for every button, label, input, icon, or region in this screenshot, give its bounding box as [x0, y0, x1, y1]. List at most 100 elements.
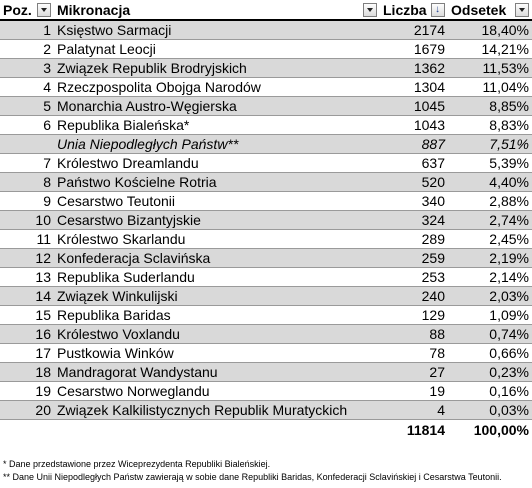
row-name-cell[interactable]: Związek Republik Brodryjskich	[54, 58, 380, 78]
row-pos-cell[interactable]: 12	[0, 248, 54, 268]
row-name-cell[interactable]: Królestwo Skarlandu	[54, 229, 380, 249]
footnote-1: * Dane przedstawione przez Wiceprezydent…	[3, 459, 271, 469]
row-share-cell[interactable]: 2,74%	[448, 210, 532, 230]
row-share-cell[interactable]: 0,66%	[448, 343, 532, 363]
row-share-cell[interactable]: 2,88%	[448, 191, 532, 211]
row-count-cell[interactable]: 19	[380, 381, 448, 401]
filter-dropdown-share-icon[interactable]	[515, 2, 529, 17]
table-row: 10 Cesarstwo Bizantyjskie 324 2,74%	[0, 210, 532, 230]
row-name-cell[interactable]: Księstwo Sarmacji	[54, 20, 380, 40]
row-name-cell[interactable]: Republika Suderlandu	[54, 267, 380, 287]
row-share-cell[interactable]: 8,83%	[448, 115, 532, 135]
row-pos-cell[interactable]: 10	[0, 210, 54, 230]
row-count-cell[interactable]: 1045	[380, 96, 448, 116]
row-pos-cell[interactable]	[0, 134, 54, 154]
row-name-cell[interactable]: Konfederacja Sclavińska	[54, 248, 380, 268]
filter-dropdown-pos-icon[interactable]	[37, 2, 51, 17]
row-share-cell[interactable]: 0,16%	[448, 381, 532, 401]
filter-dropdown-name-icon[interactable]	[363, 2, 377, 17]
row-name-cell[interactable]: Pustkowia Winków	[54, 343, 380, 363]
row-pos-cell[interactable]: 1	[0, 20, 54, 40]
row-count-cell[interactable]: 289	[380, 229, 448, 249]
row-pos-cell[interactable]: 18	[0, 362, 54, 382]
row-share-cell[interactable]: 8,85%	[448, 96, 532, 116]
row-share-cell[interactable]: 2,19%	[448, 248, 532, 268]
row-name-cell[interactable]: Republika Baridas	[54, 305, 380, 325]
row-name-cell[interactable]: Unia Niepodległych Państw**	[54, 134, 380, 154]
row-pos-cell[interactable]: 6	[0, 115, 54, 135]
row-share-cell[interactable]: 0,23%	[448, 362, 532, 382]
row-count-cell[interactable]: 2174	[380, 20, 448, 40]
row-name-cell[interactable]: Królestwo Voxlandu	[54, 324, 380, 344]
row-pos-cell[interactable]: 9	[0, 191, 54, 211]
row-name-cell[interactable]: Państwo Kościelne Rotria	[54, 172, 380, 192]
header-share: Odsetek	[448, 0, 532, 21]
row-count-cell[interactable]: 1362	[380, 58, 448, 78]
totals-share[interactable]: 100,00%	[448, 419, 532, 440]
row-pos-cell[interactable]: 15	[0, 305, 54, 325]
row-name-cell[interactable]: Mandragorat Wandystanu	[54, 362, 380, 382]
totals-name[interactable]	[54, 419, 380, 440]
row-pos-cell[interactable]: 14	[0, 286, 54, 306]
row-pos-cell[interactable]: 13	[0, 267, 54, 287]
row-count-cell[interactable]: 340	[380, 191, 448, 211]
row-pos-cell[interactable]: 3	[0, 58, 54, 78]
row-name-cell[interactable]: Monarchia Austro-Węgierska	[54, 96, 380, 116]
row-share-cell[interactable]: 11,04%	[448, 77, 532, 97]
row-count-cell[interactable]: 887	[380, 134, 448, 154]
row-count-cell[interactable]: 1304	[380, 77, 448, 97]
row-pos-cell[interactable]: 5	[0, 96, 54, 116]
row-count-cell[interactable]: 78	[380, 343, 448, 363]
row-pos-cell[interactable]: 7	[0, 153, 54, 173]
row-pos-cell[interactable]: 2	[0, 39, 54, 59]
row-name-cell[interactable]: Palatynat Leocji	[54, 39, 380, 59]
row-name-cell[interactable]: Cesarstwo Bizantyjskie	[54, 210, 380, 230]
row-count-cell[interactable]: 27	[380, 362, 448, 382]
row-share-cell[interactable]: 2,03%	[448, 286, 532, 306]
row-count-cell[interactable]: 259	[380, 248, 448, 268]
row-name-cell[interactable]: Królestwo Dreamlandu	[54, 153, 380, 173]
header-pos: Poz.	[0, 0, 54, 21]
row-share-cell[interactable]: 2,45%	[448, 229, 532, 249]
row-pos-cell[interactable]: 8	[0, 172, 54, 192]
row-pos-cell[interactable]: 19	[0, 381, 54, 401]
row-count-cell[interactable]: 240	[380, 286, 448, 306]
row-count-cell[interactable]: 637	[380, 153, 448, 173]
row-share-cell[interactable]: 0,03%	[448, 400, 532, 420]
row-pos-cell[interactable]: 11	[0, 229, 54, 249]
row-share-cell[interactable]: 14,21%	[448, 39, 532, 59]
table-row: 3 Związek Republik Brodryjskich 1362 11,53%	[0, 58, 532, 78]
row-share-cell[interactable]: 4,40%	[448, 172, 532, 192]
row-name-cell[interactable]: Związek Winkulijski	[54, 286, 380, 306]
row-share-cell[interactable]: 1,09%	[448, 305, 532, 325]
row-pos-cell[interactable]: 17	[0, 343, 54, 363]
row-count-cell[interactable]: 253	[380, 267, 448, 287]
table-row: 18 Mandragorat Wandystanu 27 0,23%	[0, 362, 532, 382]
table-row: 16 Królestwo Voxlandu 88 0,74%	[0, 324, 532, 344]
row-count-cell[interactable]: 1679	[380, 39, 448, 59]
row-share-cell[interactable]: 0,74%	[448, 324, 532, 344]
row-pos-cell[interactable]: 16	[0, 324, 54, 344]
totals-pos[interactable]	[0, 419, 54, 440]
row-count-cell[interactable]: 1043	[380, 115, 448, 135]
row-share-cell[interactable]: 2,14%	[448, 267, 532, 287]
row-count-cell[interactable]: 88	[380, 324, 448, 344]
row-share-cell[interactable]: 11,53%	[448, 58, 532, 78]
row-name-cell[interactable]: Cesarstwo Norweglandu	[54, 381, 380, 401]
row-name-cell[interactable]: Cesarstwo Teutonii	[54, 191, 380, 211]
header-name-label: Mikronacja	[57, 1, 131, 18]
row-count-cell[interactable]: 324	[380, 210, 448, 230]
row-count-cell[interactable]: 4	[380, 400, 448, 420]
row-count-cell[interactable]: 129	[380, 305, 448, 325]
sort-descending-count-icon[interactable]	[431, 2, 445, 17]
row-share-cell[interactable]: 18,40%	[448, 20, 532, 40]
row-count-cell[interactable]: 520	[380, 172, 448, 192]
row-name-cell[interactable]: Związek Kalkilistycznych Republik Muraty…	[54, 400, 380, 420]
row-pos-cell[interactable]: 20	[0, 400, 54, 420]
row-share-cell[interactable]: 7,51%	[448, 134, 532, 154]
row-share-cell[interactable]: 5,39%	[448, 153, 532, 173]
row-name-cell[interactable]: Republika Bialeńska*	[54, 115, 380, 135]
row-pos-cell[interactable]: 4	[0, 77, 54, 97]
row-name-cell[interactable]: Rzeczpospolita Obojga Narodów	[54, 77, 380, 97]
totals-count[interactable]: 11814	[380, 419, 448, 440]
